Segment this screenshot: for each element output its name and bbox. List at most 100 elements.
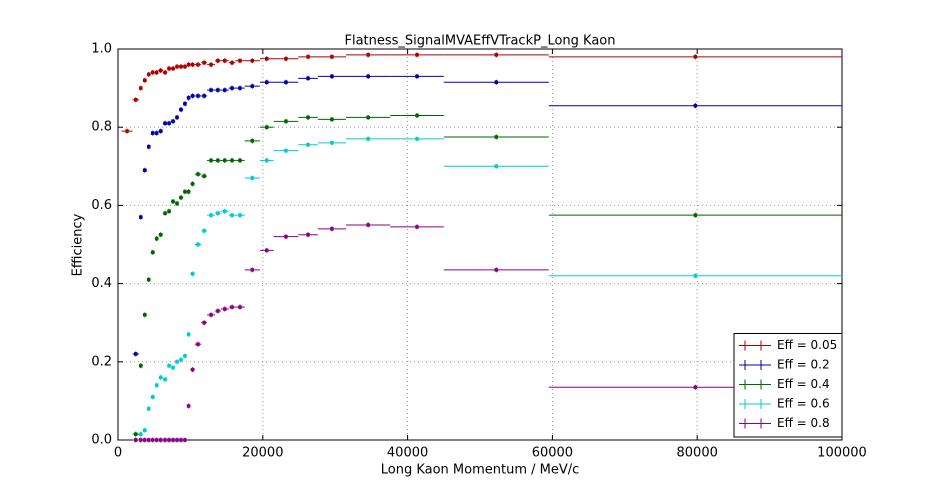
marker bbox=[125, 129, 129, 133]
marker bbox=[415, 225, 419, 229]
marker bbox=[238, 305, 242, 309]
marker bbox=[250, 139, 255, 143]
x-tick-label: 80000 bbox=[677, 446, 718, 461]
x-tick-label: 40000 bbox=[387, 446, 428, 461]
marker bbox=[494, 135, 499, 139]
x-tick-label: 60000 bbox=[532, 446, 573, 461]
marker bbox=[216, 309, 220, 313]
marker bbox=[139, 432, 143, 436]
marker bbox=[209, 62, 213, 67]
marker bbox=[284, 234, 288, 239]
marker bbox=[202, 94, 206, 98]
legend-label: Eff = 0.2 bbox=[777, 358, 830, 372]
marker bbox=[238, 58, 242, 63]
marker bbox=[171, 199, 175, 204]
y-tick-label: 0.8 bbox=[91, 120, 112, 135]
marker bbox=[186, 332, 191, 337]
marker bbox=[238, 213, 242, 217]
marker bbox=[202, 60, 206, 65]
marker bbox=[238, 86, 242, 90]
marker bbox=[139, 438, 143, 442]
marker bbox=[163, 211, 167, 215]
x-tick-label: 0 bbox=[114, 446, 122, 461]
marker bbox=[366, 53, 370, 57]
marker bbox=[183, 64, 187, 69]
marker bbox=[223, 307, 227, 311]
marker bbox=[133, 98, 138, 102]
marker bbox=[147, 277, 151, 282]
marker bbox=[209, 213, 213, 217]
marker bbox=[133, 438, 138, 442]
series bbox=[132, 73, 842, 357]
marker bbox=[158, 438, 163, 442]
marker bbox=[202, 229, 206, 233]
marker bbox=[494, 80, 499, 84]
marker bbox=[133, 432, 138, 436]
marker bbox=[693, 213, 698, 217]
marker bbox=[306, 76, 310, 81]
marker bbox=[167, 209, 171, 214]
y-tick-label: 0.0 bbox=[91, 433, 112, 448]
marker bbox=[143, 438, 147, 442]
legend-label: Eff = 0.05 bbox=[777, 338, 837, 352]
marker bbox=[183, 354, 187, 358]
marker bbox=[175, 438, 179, 442]
marker bbox=[163, 377, 167, 382]
marker bbox=[265, 57, 269, 61]
marker bbox=[223, 158, 227, 163]
y-tick-label: 0.4 bbox=[91, 276, 112, 291]
marker bbox=[154, 236, 159, 241]
marker bbox=[265, 125, 269, 129]
marker bbox=[366, 223, 370, 227]
marker bbox=[186, 404, 191, 408]
marker bbox=[163, 70, 167, 75]
marker bbox=[250, 176, 255, 180]
marker bbox=[167, 438, 171, 442]
marker bbox=[190, 62, 195, 67]
marker bbox=[179, 107, 183, 112]
marker bbox=[230, 60, 234, 65]
marker bbox=[196, 94, 200, 98]
marker bbox=[151, 250, 155, 255]
marker bbox=[139, 363, 143, 368]
marker bbox=[179, 64, 183, 69]
y-axis-label: Efficiency bbox=[71, 213, 86, 276]
marker bbox=[171, 66, 175, 71]
marker bbox=[175, 115, 179, 120]
marker bbox=[158, 375, 163, 380]
series bbox=[121, 52, 842, 134]
marker bbox=[175, 64, 179, 69]
marker bbox=[366, 115, 370, 120]
plot-frame bbox=[117, 48, 843, 441]
marker bbox=[209, 313, 213, 317]
legend-label: Eff = 0.4 bbox=[777, 377, 830, 391]
x-tick-label: 100000 bbox=[817, 446, 867, 461]
marker bbox=[306, 232, 310, 237]
marker bbox=[238, 158, 242, 163]
marker bbox=[216, 158, 220, 163]
marker bbox=[230, 213, 234, 217]
marker bbox=[139, 215, 143, 219]
marker bbox=[167, 363, 171, 368]
marker bbox=[415, 53, 419, 57]
marker bbox=[250, 84, 255, 88]
marker bbox=[186, 189, 191, 194]
marker bbox=[223, 209, 227, 214]
marker bbox=[284, 119, 288, 124]
marker bbox=[209, 158, 213, 163]
marker bbox=[284, 57, 288, 61]
marker bbox=[494, 53, 499, 57]
marker bbox=[167, 121, 171, 126]
x-axis-label: Long Kaon Momentum / MeV/c bbox=[381, 463, 580, 478]
marker bbox=[139, 86, 143, 90]
marker bbox=[202, 174, 206, 178]
marker bbox=[175, 360, 179, 364]
marker bbox=[306, 55, 310, 59]
series bbox=[132, 136, 842, 443]
marker bbox=[415, 113, 419, 118]
y-tick-label: 0.6 bbox=[91, 198, 112, 213]
marker bbox=[179, 195, 183, 200]
marker bbox=[158, 68, 163, 73]
marker bbox=[183, 189, 187, 194]
